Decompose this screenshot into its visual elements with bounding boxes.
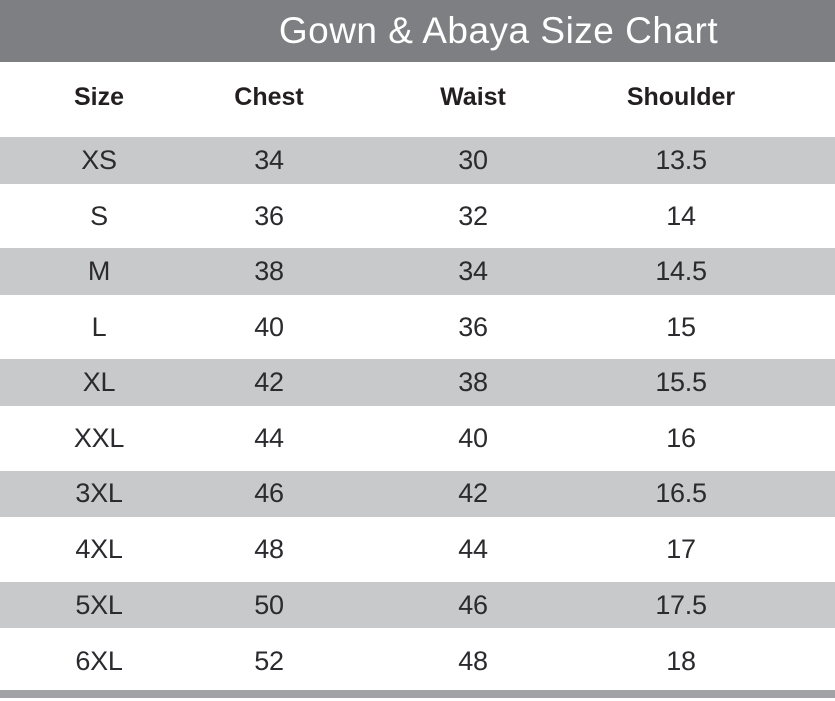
chest-cell: 40 xyxy=(254,312,284,343)
chest-cell: 44 xyxy=(254,423,284,454)
table-body: XS 34 30 13.5 S 36 32 14 M 38 34 14.5 L … xyxy=(0,133,835,689)
chest-cell: 34 xyxy=(254,144,284,175)
waist-cell: 48 xyxy=(458,645,488,676)
shoulder-cell: 17 xyxy=(666,534,696,565)
waist-cell: 30 xyxy=(458,144,488,175)
chest-cell: 36 xyxy=(254,200,284,231)
waist-cell: 46 xyxy=(458,589,488,620)
shoulder-cell: 13.5 xyxy=(655,144,707,175)
size-cell: XS xyxy=(81,144,117,175)
shoulder-cell: 14.5 xyxy=(655,255,707,286)
size-cell: S xyxy=(90,200,108,231)
size-cell: XXL xyxy=(73,423,125,454)
shoulder-cell: 18 xyxy=(666,645,696,676)
table-row: 6XL 52 48 18 xyxy=(0,633,835,689)
table-row: 3XL 46 42 16.5 xyxy=(0,467,835,523)
table-row: XL 42 38 15.5 xyxy=(0,355,835,411)
size-cell: 6XL xyxy=(75,645,123,676)
chest-cell: 52 xyxy=(254,645,284,676)
waist-cell: 38 xyxy=(458,367,488,398)
size-cell: L xyxy=(91,312,107,343)
shoulder-cell: 16.5 xyxy=(655,478,707,509)
table-row: S 36 32 14 xyxy=(0,189,835,245)
table-row: 4XL 48 44 17 xyxy=(0,522,835,578)
shoulder-cell: 16 xyxy=(666,423,696,454)
waist-cell: 40 xyxy=(458,423,488,454)
chest-cell: 48 xyxy=(254,534,284,565)
size-cell: 5XL xyxy=(75,589,123,620)
chest-cell: 46 xyxy=(254,478,284,509)
chart-title-banner: Gown & Abaya Size Chart xyxy=(0,0,835,62)
table-row: 5XL 50 46 17.5 xyxy=(0,578,835,634)
waist-cell: 44 xyxy=(458,534,488,565)
size-cell: 3XL xyxy=(75,478,123,509)
table-row: XXL 44 40 16 xyxy=(0,411,835,467)
chest-cell: 38 xyxy=(254,255,284,286)
size-cell: M xyxy=(87,255,111,286)
waist-cell: 36 xyxy=(458,312,488,343)
table-header-row: Size Chest Waist Shoulder xyxy=(0,62,835,133)
column-header-waist: Waist xyxy=(440,83,506,111)
shoulder-cell: 14 xyxy=(666,200,696,231)
page-title: Gown & Abaya Size Chart xyxy=(278,10,719,51)
chest-cell: 42 xyxy=(254,367,284,398)
waist-cell: 42 xyxy=(458,478,488,509)
waist-cell: 34 xyxy=(458,255,488,286)
waist-cell: 32 xyxy=(458,200,488,231)
column-header-size: Size xyxy=(73,83,125,111)
shoulder-cell: 17.5 xyxy=(655,589,707,620)
table-row: L 40 36 15 xyxy=(0,300,835,356)
chest-cell: 50 xyxy=(254,589,284,620)
shoulder-cell: 15.5 xyxy=(655,367,707,398)
column-header-chest: Chest xyxy=(234,83,304,111)
shoulder-cell: 15 xyxy=(666,312,696,343)
table-row: XS 34 30 13.5 xyxy=(0,133,835,189)
bottom-bar xyxy=(0,689,835,698)
column-header-shoulder: Shoulder xyxy=(626,83,736,111)
table-row: M 38 34 14.5 xyxy=(0,244,835,300)
size-cell: 4XL xyxy=(75,534,123,565)
size-cell: XL xyxy=(82,367,116,398)
